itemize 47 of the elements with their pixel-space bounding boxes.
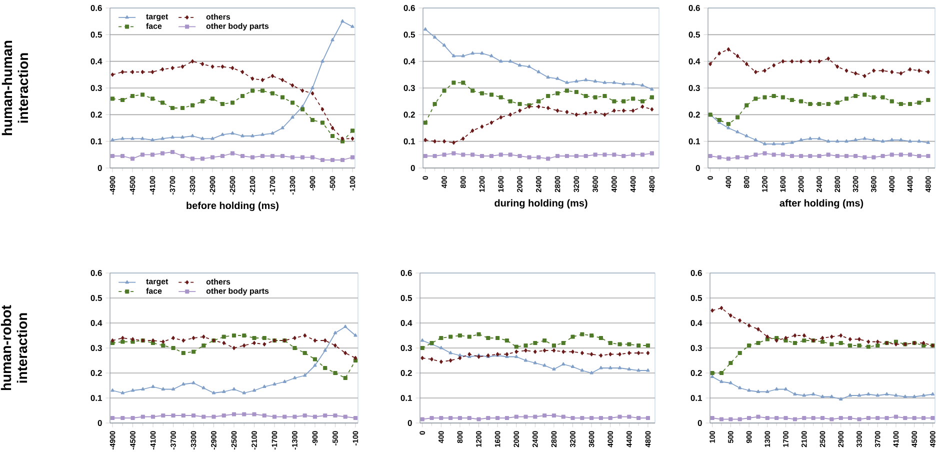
y-tick-label: 0	[408, 420, 412, 426]
y-tick-label: 0.4	[90, 58, 102, 64]
y-tick-label: 0.2	[90, 112, 102, 118]
x-axis-title: after holding (ms)	[780, 199, 864, 209]
y-tick-label: 0.1	[90, 138, 102, 144]
y-tick-label: 0.1	[400, 395, 412, 401]
y-axis-title: human-robot interaction	[0, 305, 28, 390]
y-tick-label: 0.4	[400, 320, 412, 326]
y-tick-label: 0.5	[688, 32, 700, 38]
y-tick-label: 0	[410, 165, 415, 171]
y-tick-label: 0.2	[400, 370, 412, 376]
y-tick-label: 0.5	[690, 295, 702, 301]
y-tick-label: 0.6	[400, 270, 412, 276]
y-tick-label: 0.1	[688, 138, 700, 144]
y-tick-label: 0	[98, 420, 102, 426]
y-tick-label: 0.5	[404, 32, 415, 38]
y-tick-label: 0.2	[688, 112, 700, 118]
y-axis-title: human-human interaction	[2, 40, 28, 136]
y-tick-label: 0.3	[688, 85, 700, 92]
y-tick-label: 0.4	[404, 58, 416, 64]
y-tick-label: 0.1	[90, 395, 102, 401]
y-tick-label: 0.2	[404, 112, 415, 118]
y-tick-label: 0.3	[690, 345, 702, 352]
y-tick-label: 0	[696, 165, 700, 171]
y-tick-label: 0.3	[90, 345, 102, 352]
y-tick-label: 0.1	[404, 138, 415, 144]
y-tick-label: 0.3	[400, 345, 412, 352]
y-tick-label: 0.4	[90, 320, 102, 326]
y-tick-label: 0	[698, 420, 702, 426]
y-tick-label: 0.5	[400, 295, 412, 301]
y-tick-label: 0.5	[90, 295, 102, 301]
y-tick-label: 0.2	[90, 370, 102, 376]
y-tick-label: 0	[98, 165, 102, 171]
y-tick-label: 0.6	[404, 5, 415, 11]
y-tick-label: 0.4	[690, 320, 702, 326]
y-tick-label: 0.6	[90, 5, 102, 11]
y-tick-label: 0.3	[404, 85, 415, 92]
x-axis-title: before holding (ms)	[186, 202, 278, 212]
y-tick-label: 0.5	[90, 32, 102, 38]
y-tick-label: 0.2	[690, 370, 702, 376]
y-tick-label: 0.6	[690, 270, 702, 276]
y-tick-label: 0.1	[690, 395, 702, 401]
y-tick-label: 0.3	[90, 85, 102, 92]
y-tick-label: 0.6	[688, 5, 700, 11]
y-tick-label: 0.4	[688, 58, 700, 64]
y-tick-label: 0.6	[90, 270, 102, 276]
x-axis-title: during holding (ms)	[494, 199, 588, 209]
